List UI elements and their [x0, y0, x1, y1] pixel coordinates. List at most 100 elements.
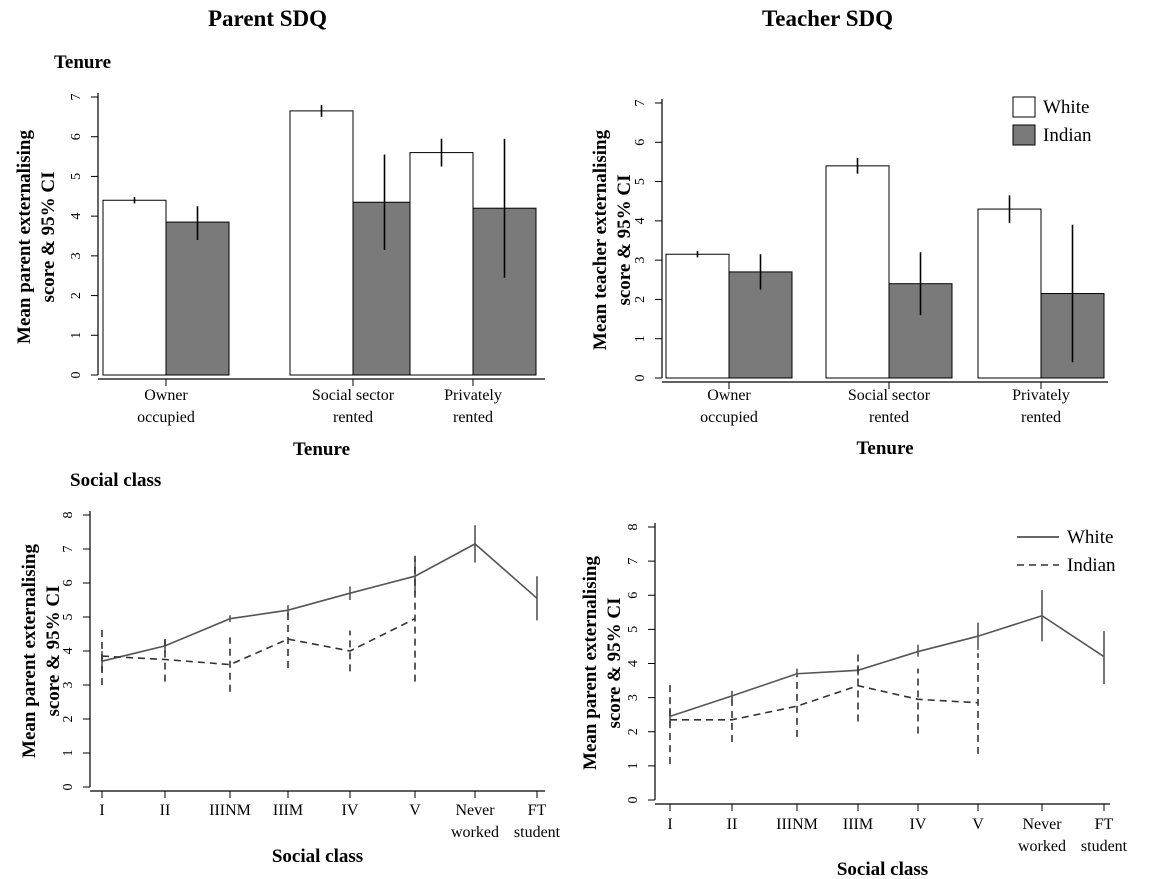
legend-label-white: White: [1043, 97, 1089, 118]
y-tick-label: 7: [61, 546, 76, 553]
y-tick-label: 7: [69, 94, 84, 101]
x-tick-label: IV: [910, 816, 927, 833]
y-tick-label: 3: [626, 694, 641, 701]
bar-white: [977, 208, 1042, 379]
x-tick-label: II: [727, 816, 738, 833]
x-tick-label: Never: [455, 802, 495, 819]
y-axis-label: Mean parent externalising: [580, 556, 601, 770]
teacher-tenure-chart: 0 1 2 3 4 5 6 7 Mean teacher externalising score …: [590, 96, 1108, 459]
x-tick-label: II: [160, 802, 171, 819]
x-tick-label: Privately: [444, 387, 502, 404]
y-tick-label: 4: [626, 660, 641, 667]
x-tick-label: Owner: [707, 387, 751, 404]
bar-white: [665, 253, 730, 379]
parent-social-chart: 0 1 2 3 4 5 6 7 8 Mean parent externalising score …: [19, 511, 561, 867]
x-tick-label: IIIM: [273, 802, 303, 819]
x-axis-label: Tenure: [293, 439, 350, 460]
y-tick-label: 6: [69, 133, 84, 140]
x-tick-label: worked: [451, 824, 499, 841]
y-tick-label: 0: [61, 784, 76, 791]
y-tick-label: 0: [633, 375, 648, 382]
y-tick-label: 5: [633, 178, 648, 185]
line-indian: [670, 684, 979, 721]
x-tick-label: occupied: [137, 409, 195, 426]
x-tick-label: student: [514, 824, 561, 841]
legend-swatch-indian: [1012, 124, 1036, 146]
x-tick-label: rented: [333, 409, 373, 426]
x-tick-label: student: [1081, 838, 1128, 855]
bar-white: [102, 199, 167, 376]
y-tick-label: 5: [61, 614, 76, 621]
y-axis-label: score & 95% CI: [604, 597, 625, 728]
x-tick-label: worked: [1018, 838, 1066, 855]
y-tick-label: 1: [69, 332, 84, 339]
bar-indian: [165, 221, 230, 376]
y-tick-label: 4: [633, 217, 648, 224]
x-tick-label: Never: [1022, 816, 1062, 833]
x-tick-label: IIIM: [843, 816, 873, 833]
y-tick-label: 7: [633, 100, 648, 107]
y-tick-label: 2: [626, 728, 641, 735]
x-tick-label: FT: [528, 802, 547, 819]
y-tick-label: 6: [61, 580, 76, 587]
y-tick-label: 5: [626, 626, 641, 633]
y-tick-label: 8: [626, 524, 641, 531]
y-axis-label: Mean parent externalising: [14, 130, 35, 344]
teacher-social-legend: White Indian: [1017, 527, 1116, 576]
x-tick-label: V: [972, 816, 984, 833]
y-tick-label: 4: [69, 213, 84, 220]
y-tick-label: 2: [69, 292, 84, 299]
teacher-sdq-title: Teacher SDQ: [762, 6, 893, 31]
y-axis-label: score & 95% CI: [614, 174, 635, 305]
y-axis-label: Mean teacher externalising: [590, 129, 611, 350]
line-indian: [101, 617, 416, 666]
tenure-section-title: Tenure: [54, 52, 112, 73]
legend-label-white: White: [1067, 527, 1113, 548]
y-tick-label: 3: [633, 257, 648, 264]
x-tick-label: FT: [1095, 816, 1114, 833]
y-axis-label: score & 95% CI: [38, 171, 59, 302]
teacher-tenure-legend: White Indian: [1012, 96, 1092, 146]
y-tick-label: 1: [61, 750, 76, 757]
x-axis-label: Social class: [272, 846, 363, 867]
legend-swatch-white: [1012, 96, 1036, 118]
y-tick-label: 6: [626, 592, 641, 599]
bar-white: [289, 110, 354, 376]
x-tick-label: IIINM: [776, 816, 818, 833]
y-tick-label: 7: [626, 558, 641, 565]
y-tick-label: 8: [61, 512, 76, 519]
y-tick-label: 4: [61, 648, 76, 655]
y-tick-label: 0: [626, 797, 641, 804]
bar-white: [825, 165, 890, 379]
legend-label-indian: Indian: [1043, 125, 1092, 146]
x-tick-label: I: [99, 802, 104, 819]
x-tick-label: occupied: [700, 409, 758, 426]
y-tick-label: 6: [633, 139, 648, 146]
legend-label-indian: Indian: [1067, 555, 1116, 576]
y-axis-label: score & 95% CI: [43, 585, 64, 716]
x-tick-label: I: [667, 816, 672, 833]
x-axis-label: Tenure: [856, 438, 913, 459]
x-tick-label: IV: [342, 802, 359, 819]
y-tick-label: 3: [69, 252, 84, 259]
x-tick-label: Privately: [1012, 387, 1070, 404]
line-white: [669, 614, 1105, 718]
x-axis-label: Social class: [837, 859, 928, 879]
y-tick-label: 1: [633, 335, 648, 342]
x-tick-label: Owner: [144, 387, 188, 404]
x-tick-label: rented: [1021, 409, 1061, 426]
x-tick-label: V: [409, 802, 421, 819]
x-tick-label: rented: [869, 409, 909, 426]
parent-sdq-title: Parent SDQ: [208, 6, 328, 31]
parent-tenure-chart: 0 1 2 3 4 5 6 7 Mean parent externalising score &…: [14, 93, 545, 460]
y-tick-label: 2: [61, 716, 76, 723]
y-tick-label: 0: [69, 372, 84, 379]
x-tick-label: Social sector: [848, 387, 931, 404]
y-axis-label: Mean parent externalising: [19, 544, 40, 758]
y-tick-label: 2: [633, 296, 648, 303]
teacher-social-chart: 0 1 2 3 4 5 6 7 8 Mean parent externalising score …: [580, 523, 1128, 879]
y-tick-label: 1: [626, 762, 641, 769]
social-class-section-title: Social class: [70, 470, 162, 491]
line-white: [101, 542, 538, 662]
